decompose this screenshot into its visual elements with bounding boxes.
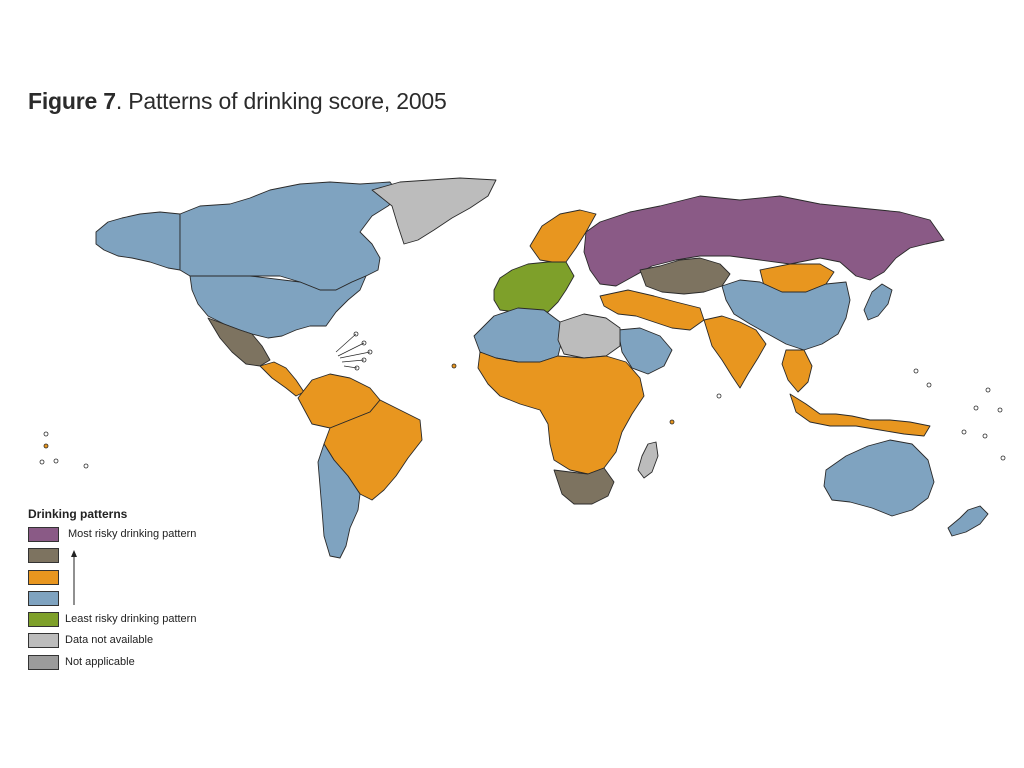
island-marker <box>926 382 932 388</box>
figure-title-text: . Patterns of drinking score, 2005 <box>115 88 447 114</box>
island-marker <box>451 363 457 369</box>
region-argentina-chile <box>317 443 361 559</box>
island-marker <box>997 407 1003 413</box>
island-marker <box>716 393 722 399</box>
legend-swatch <box>28 654 59 670</box>
region-southeast-asia <box>781 349 813 393</box>
region-middle-east <box>599 289 705 331</box>
legend-title: Drinking patterns <box>28 507 128 521</box>
legend-row-low <box>28 589 288 610</box>
legend-row-most-risky: Most risky drinking pattern <box>28 525 288 546</box>
legend-row-least-risky: Least risky drinking pattern <box>28 610 288 631</box>
island-marker <box>982 433 988 439</box>
island-marker <box>973 405 979 411</box>
region-mexico <box>207 317 271 367</box>
region-western-europe <box>493 261 575 313</box>
region-indonesia <box>789 393 931 437</box>
region-kazakhstan <box>639 257 731 295</box>
region-china <box>721 279 851 351</box>
legend: Drinking patterns Most risky drinking pa… <box>28 507 288 674</box>
legend-swatch <box>28 527 59 542</box>
figure-label: Figure 7 <box>28 88 116 114</box>
island-marker <box>913 368 919 374</box>
region-australia <box>823 439 935 517</box>
island-marker <box>961 429 967 435</box>
island-markers <box>39 331 1006 469</box>
region-india <box>703 315 767 389</box>
region-canada <box>179 181 401 291</box>
region-libya-egypt <box>557 313 621 359</box>
legend-label: Most risky drinking pattern <box>68 528 197 540</box>
region-sub-saharan-africa <box>477 351 645 475</box>
region-south-africa <box>553 467 615 505</box>
island-marker <box>83 463 89 469</box>
legend-row-not-applicable: Not applicable <box>28 653 288 674</box>
figure-title: Figure 7. Patterns of drinking score, 20… <box>28 88 447 115</box>
legend-swatch <box>28 612 59 628</box>
legend-swatch <box>28 548 59 564</box>
island-marker <box>669 419 675 425</box>
risk-arrow-icon <box>71 550 77 605</box>
island-marker <box>53 458 59 464</box>
region-central-america <box>259 361 305 397</box>
region-madagascar <box>637 441 659 479</box>
island-marker <box>39 459 45 465</box>
legend-row-data-not-available: Data not available <box>28 631 288 652</box>
island-marker <box>985 387 991 393</box>
region-usa <box>189 275 367 339</box>
region-north-africa <box>473 307 563 363</box>
legend-label: Data not available <box>65 634 154 647</box>
leader-lines <box>335 333 371 369</box>
legend-row-medium <box>28 568 288 589</box>
region-alaska <box>95 211 181 271</box>
region-new-zealand <box>947 505 989 537</box>
region-saudi-arabia <box>617 327 673 375</box>
region-japan <box>863 283 893 321</box>
legend-label: Not applicable <box>65 655 135 668</box>
region-greenland <box>371 177 497 245</box>
island-markers-colored <box>43 363 675 449</box>
legend-row-high <box>28 546 288 567</box>
island-marker <box>1000 455 1006 461</box>
island-marker <box>43 431 49 437</box>
region-russia <box>583 195 945 287</box>
legend-swatch <box>28 569 59 585</box>
island-marker <box>43 443 49 449</box>
legend-label: Least risky drinking pattern <box>65 613 197 626</box>
legend-swatch <box>28 633 59 649</box>
legend-swatch <box>28 590 59 606</box>
